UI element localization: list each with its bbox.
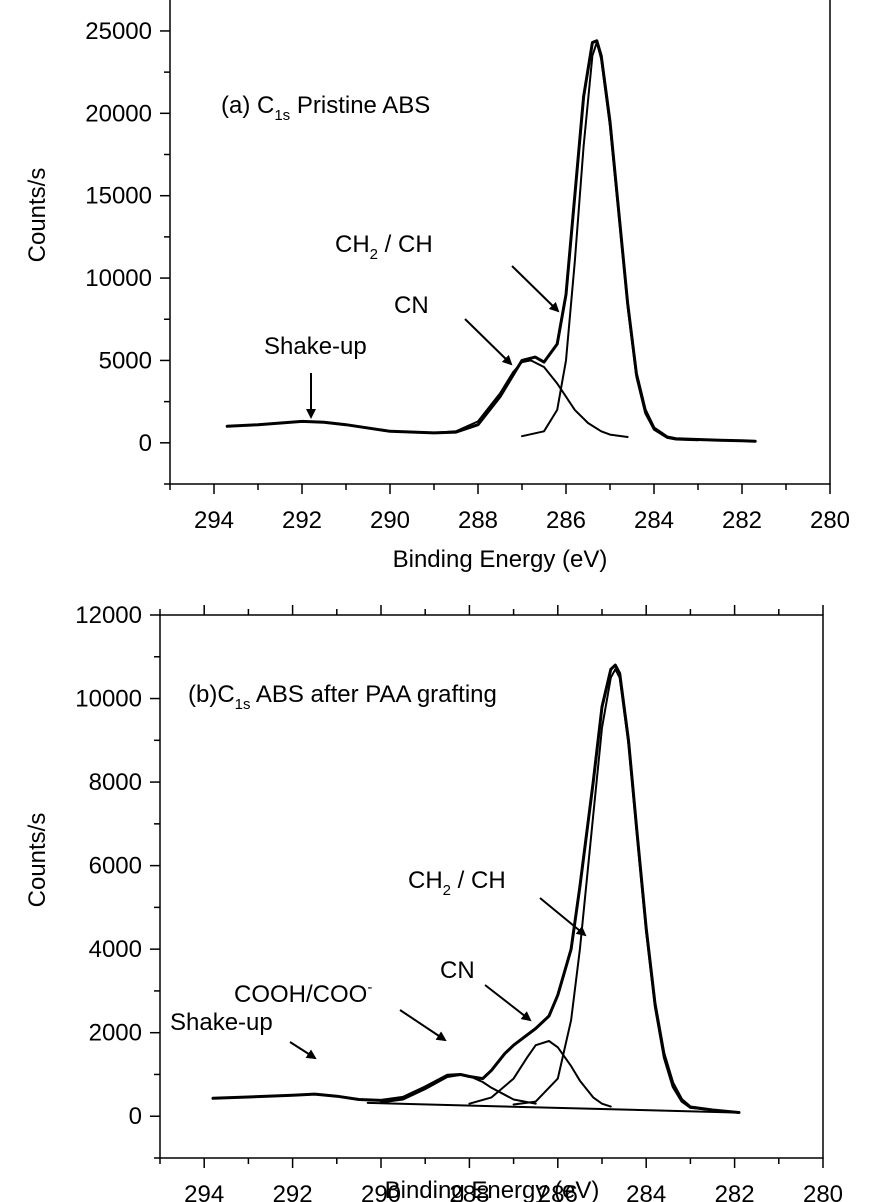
x-tick-label: 288 [458, 507, 498, 534]
series-line-component-ch2-ch [521, 41, 699, 442]
axis-ticks-b [150, 605, 824, 1168]
y-tick-label: 0 [129, 1103, 142, 1130]
arrow-ch2-ch-b [539, 897, 587, 937]
x-tick-label: 288 [449, 1181, 489, 1202]
x-tick-label: 282 [715, 1181, 755, 1202]
annotation-cn-a: CN [394, 292, 429, 319]
y-tick-labels-a: 0 5000 10000 15000 20000 25000 [85, 18, 152, 457]
x-tick-label: 282 [722, 507, 762, 534]
x-axis-label-b: Binding Energy (eV) [385, 1177, 600, 1202]
y-tick-label: 4000 [89, 936, 142, 963]
y-tick-label: 2000 [89, 1020, 142, 1047]
arrow-cn-a [464, 318, 513, 366]
y-tick-label: 8000 [89, 769, 142, 796]
plot-frame-a [169, 0, 831, 485]
x-tick-label: 294 [194, 507, 234, 534]
plot-frame-b [159, 614, 824, 1159]
annotation-cn-b: CN [440, 957, 475, 984]
x-tick-label: 286 [538, 1181, 578, 1202]
x-tick-label: 290 [370, 507, 410, 534]
annotation-cooh-coo-b: COOH/COO- [234, 979, 372, 1008]
y-axis-label-a: Counts/s [24, 168, 51, 263]
panel-title-a: (a) C1s Pristine ABS [221, 92, 430, 124]
arrow-ch2-ch-a [511, 265, 560, 313]
x-tick-label: 294 [184, 1181, 224, 1202]
y-tick-label: 12000 [75, 602, 142, 629]
series-group-a [225, 39, 757, 443]
y-tick-label: 0 [139, 430, 152, 457]
x-tick-labels-b: 294 292 290 288 286 284 282 280 [184, 1181, 843, 1202]
annotation-shake-up-b: Shake-up [170, 1009, 273, 1036]
y-tick-label: 5000 [99, 347, 152, 374]
chart-panel-a: 294 292 290 288 286 284 282 280 0 5000 10000 15000… [24, 0, 850, 573]
annotation-ch2-ch-b: CH2 / CH [408, 867, 506, 899]
x-tick-label: 292 [282, 507, 322, 534]
x-tick-label: 286 [546, 507, 586, 534]
chart-panel-b: 294 292 290 288 286 284 282 280 0 2000 4000 6000 80… [24, 602, 843, 1202]
x-tick-label: 280 [803, 1181, 843, 1202]
panel-title-b: (b)C1s ABS after PAA grafting [188, 681, 497, 713]
series-line-component-ch2-ch [512, 668, 714, 1111]
series-line-component-cn [433, 359, 629, 438]
x-tick-label: 292 [273, 1181, 313, 1202]
x-axis-label-a: Binding Energy (eV) [393, 546, 608, 573]
series-line-baseline [366, 1101, 736, 1114]
y-tick-label: 15000 [85, 183, 152, 210]
series-line-component-cn [468, 1040, 612, 1108]
series-line-component-cooh-coo- [380, 1073, 537, 1105]
annotation-ch2-ch-a: CH2 / CH [335, 231, 433, 263]
y-tick-label: 20000 [85, 100, 152, 127]
x-tick-label: 284 [626, 1181, 666, 1202]
series-group-b [211, 663, 741, 1114]
x-tick-labels-a: 294 292 290 288 286 284 282 280 [194, 507, 850, 534]
annotation-shake-up-a: Shake-up [264, 333, 367, 360]
y-tick-label: 6000 [89, 853, 142, 880]
y-tick-label: 10000 [85, 265, 152, 292]
arrow-cn-b [484, 984, 532, 1022]
axis-ticks-a [160, 30, 831, 494]
y-tick-label: 10000 [75, 686, 142, 713]
x-tick-label: 280 [810, 507, 850, 534]
y-tick-labels-b: 0 2000 4000 6000 8000 10000 12000 [75, 602, 142, 1130]
arrow-cooh-coo-b [399, 1009, 447, 1042]
arrow-shake-up-b [289, 1041, 317, 1060]
y-tick-label: 25000 [85, 18, 152, 45]
x-tick-label: 290 [361, 1181, 401, 1202]
y-axis-label-b: Counts/s [24, 813, 51, 908]
x-tick-label: 284 [634, 507, 674, 534]
